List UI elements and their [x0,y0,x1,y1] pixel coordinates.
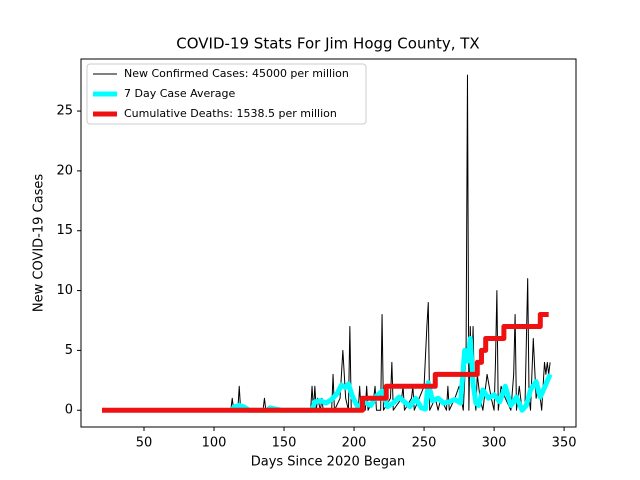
y-axis-label: New COVID-19 Cases [32,174,47,312]
x-tick-label: 250 [412,436,437,451]
legend-label: Cumulative Deaths: 1538.5 per million [124,107,337,120]
y-tick-label: 5 [65,343,73,358]
series-line [102,312,549,413]
y-tick-label: 25 [56,104,73,119]
chart-title: COVID-19 Stats For Jim Hogg County, TX [176,35,479,53]
y-tick-label: 20 [56,163,73,178]
series-line [229,335,553,413]
legend-box [86,63,367,125]
y-tick-label: 15 [56,223,73,238]
x-tick-label: 350 [552,436,577,451]
legend-label: 7 Day Case Average [124,87,236,100]
x-axis-label: Days Since 2020 Began [251,455,406,470]
plot-frame [80,58,577,428]
x-tick-label: 100 [202,436,227,451]
legend-label: New Confirmed Cases: 45000 per million [124,67,349,80]
x-tick-label: 300 [482,436,507,451]
series-line [102,74,551,411]
y-tick-label: 10 [56,283,73,298]
y-tick-label: 0 [65,403,73,418]
x-tick-label: 50 [136,436,153,451]
x-tick-label: 200 [342,436,367,451]
x-tick-label: 150 [272,436,297,451]
